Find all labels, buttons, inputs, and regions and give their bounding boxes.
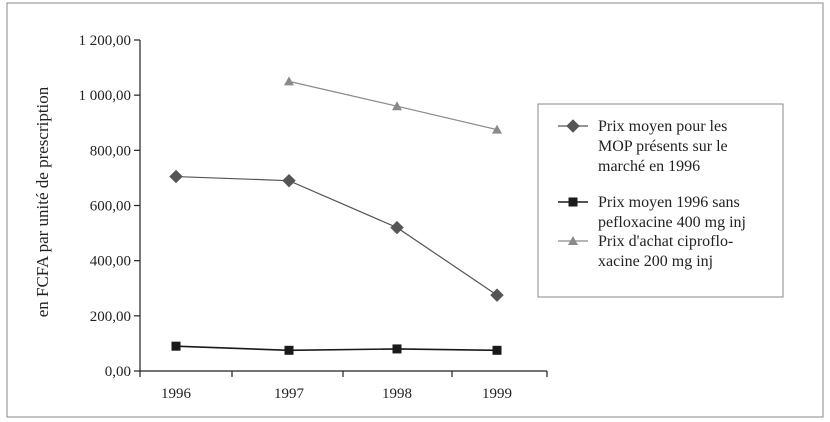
x-tick-label: 1998 xyxy=(382,386,412,402)
data-point-square xyxy=(568,197,578,207)
y-tick-label: 0,00 xyxy=(105,364,131,380)
legend-items: Prix moyen pour les MOP présents sur le ma… xyxy=(558,118,746,270)
x-tick-label: 1997 xyxy=(274,386,305,402)
legend-label: Prix moyen 1996 sans xyxy=(598,194,740,211)
series-line xyxy=(175,345,498,352)
data-point-triangle xyxy=(284,76,294,86)
legend-label: xacine 200 mg inj xyxy=(598,253,713,270)
axes: 0,00 200,00 400,00 600,00 800,00 1 000,00 1 20… xyxy=(79,33,548,402)
series-diamond xyxy=(169,169,504,302)
data-point-square xyxy=(492,345,502,355)
y-tick-label: 1 200,00 xyxy=(79,33,132,49)
data-point-diamond xyxy=(566,119,580,133)
legend-item-square: Prix moyen 1996 sans pefloxacine 400 mg i… xyxy=(558,194,746,231)
data-point-square xyxy=(284,345,294,355)
y-tick-label: 800,00 xyxy=(90,143,131,159)
x-tick-label: 1996 xyxy=(161,386,192,402)
y-tick-label: 600,00 xyxy=(90,199,131,215)
series-triangle xyxy=(284,76,502,134)
y-tick-label: 1 000,00 xyxy=(79,88,132,104)
data-point-diamond xyxy=(169,169,183,184)
legend: Prix moyen pour les MOP présents sur le ma… xyxy=(537,103,784,298)
series-layer xyxy=(169,76,504,355)
data-point-diamond xyxy=(282,173,296,188)
legend-label: marché en 1996 xyxy=(598,158,700,175)
data-point-triangle xyxy=(492,124,502,134)
legend-item-triangle: Prix d'achat ciproflo-xacine 200 mg inj xyxy=(558,233,733,270)
y-tick-label: 400,00 xyxy=(90,254,131,270)
y-tick-label: 200,00 xyxy=(90,309,131,325)
legend-label: pefloxacine 400 mg inj xyxy=(598,214,746,231)
data-point-square xyxy=(171,341,181,351)
legend-item-diamond: Prix moyen pour les MOP présents sur le ma… xyxy=(558,118,728,175)
legend-box xyxy=(537,103,784,298)
legend-label: MOP présents sur le xyxy=(598,138,728,155)
data-point-diamond xyxy=(490,288,504,302)
data-point-square xyxy=(392,344,402,354)
data-point-triangle xyxy=(392,101,402,111)
y-axis-title: en FCFA par unité de prescription xyxy=(33,86,52,317)
legend-label: Prix moyen pour les xyxy=(598,118,727,135)
x-tick-label: 1999 xyxy=(482,386,512,402)
series-square xyxy=(171,341,502,355)
legend-label: Prix d'achat ciproflo- xyxy=(598,233,733,250)
series-line xyxy=(175,175,498,296)
data-point-diamond xyxy=(390,220,404,235)
data-point-triangle xyxy=(568,236,578,245)
